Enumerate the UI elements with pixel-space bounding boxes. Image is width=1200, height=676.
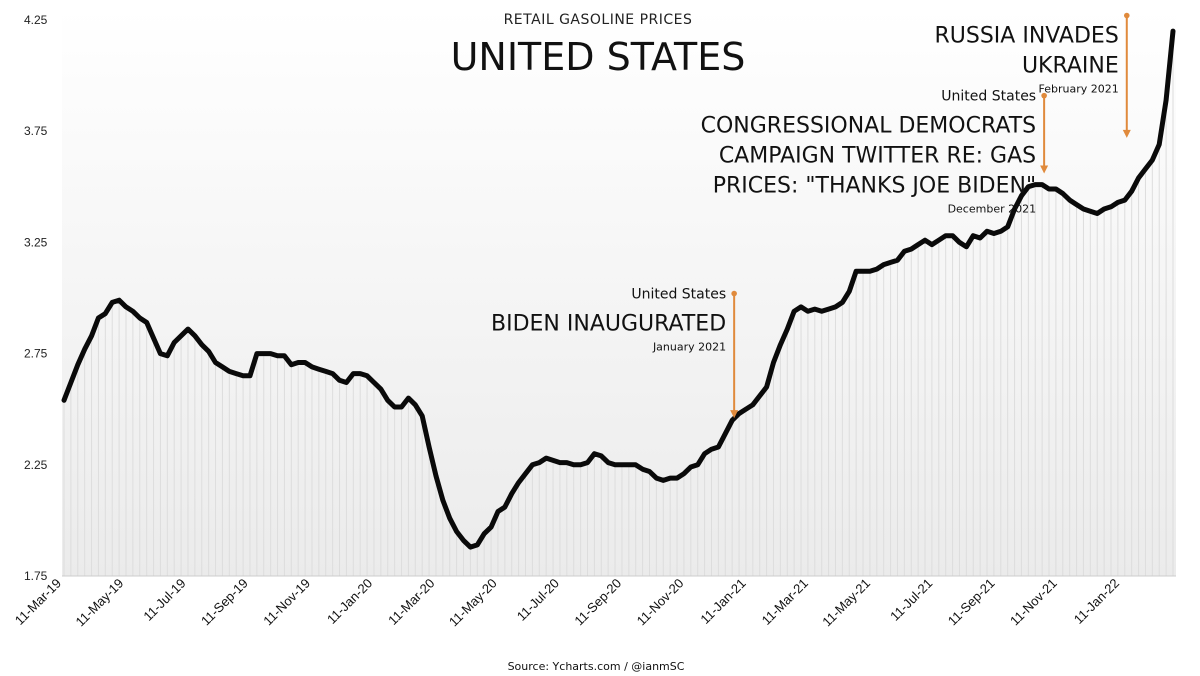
x-tick-label: 11-Jan-21 — [697, 576, 748, 627]
annotation-arrowhead — [730, 410, 739, 419]
y-axis: 1.75 2.25 2.75 3.25 3.75 4.25 — [24, 13, 48, 583]
annotation-dot — [1041, 92, 1047, 99]
annotation-dot — [731, 290, 737, 297]
x-tick-label: 11-Jul-19 — [140, 576, 188, 624]
y-tick-label: 2.75 — [24, 347, 48, 361]
x-tick-label: 11-Sep-20 — [571, 576, 624, 629]
annotation-label-big: CONGRESSIONAL DEMOCRATS — [701, 114, 1037, 139]
x-tick-label: 11-Nov-21 — [1007, 576, 1060, 629]
annotation-label-date: February 2021 — [1039, 83, 1119, 96]
annotation-label-small: United States — [941, 89, 1036, 105]
series-line — [61, 28, 1176, 550]
x-tick-label: 11-Sep-19 — [198, 576, 251, 629]
x-tick-label: 11-May-21 — [819, 576, 873, 630]
x-tick-label: 11-May-20 — [446, 576, 500, 630]
annotation-arrowhead — [1040, 165, 1049, 174]
annotation: RUSSIA INVADES UKRAINE February 2021 — [934, 12, 1131, 138]
x-tick-label: 11-Sep-21 — [945, 576, 998, 629]
x-tick-label: 11-Mar-21 — [759, 576, 811, 628]
x-tick-label: 11-Jul-21 — [887, 576, 935, 624]
y-tick-label: 4.25 — [24, 13, 48, 27]
chart-subtitle: RETAIL GASOLINE PRICES — [504, 12, 693, 28]
annotation-label-big: UKRAINE — [1022, 54, 1119, 79]
annotation-arrowhead — [1122, 129, 1131, 138]
y-tick-label: 3.25 — [24, 235, 48, 249]
annotation-label-big: BIDEN INAUGURATED — [491, 312, 726, 337]
x-tick-label: 11-Jan-20 — [324, 576, 375, 627]
y-tick-label: 1.75 — [24, 569, 48, 583]
annotation: United States CONGRESSIONAL DEMOCRATS CAMP… — [701, 89, 1049, 216]
y-tick-label: 2.25 — [24, 458, 48, 472]
area-hatch — [63, 31, 1174, 576]
x-tick-label: 11-May-19 — [72, 576, 126, 630]
x-tick-label: 11-Jul-20 — [514, 576, 562, 624]
x-tick-label: 11-Mar-20 — [385, 576, 437, 628]
annotation-label-small: United States — [631, 287, 726, 303]
x-tick-label: 11-Mar-19 — [12, 576, 64, 628]
x-tick-label: 11-Nov-20 — [634, 576, 687, 629]
annotation-dot — [1123, 12, 1130, 19]
plot-background — [62, 8, 1176, 576]
annotations: United States BIDEN INAUGURATED January 20… — [491, 12, 1131, 419]
annotation-label-big: RUSSIA INVADES — [934, 24, 1118, 49]
annotation-label-big: CAMPAIGN TWITTER RE: GAS — [719, 144, 1036, 169]
x-tick-label: 11-Jan-22 — [1071, 576, 1122, 627]
chart-source: Source: Ycharts.com / @ianmSC — [508, 660, 685, 673]
x-tick-label: 11-Nov-19 — [260, 576, 313, 629]
y-tick-label: 3.75 — [24, 124, 48, 138]
annotation-label-big: PRICES: "THANKS JOE BIDEN" — [713, 174, 1036, 199]
chart-title: UNITED STATES — [451, 35, 746, 79]
annotation-label-date: January 2021 — [652, 341, 726, 354]
x-axis: 11-Mar-19 11-May-19 11-Jul-19 11-Sep-19 11-N… — [12, 576, 1122, 630]
annotation: United States BIDEN INAUGURATED January 20… — [491, 287, 739, 419]
annotation-label-date: December 2021 — [948, 203, 1037, 216]
